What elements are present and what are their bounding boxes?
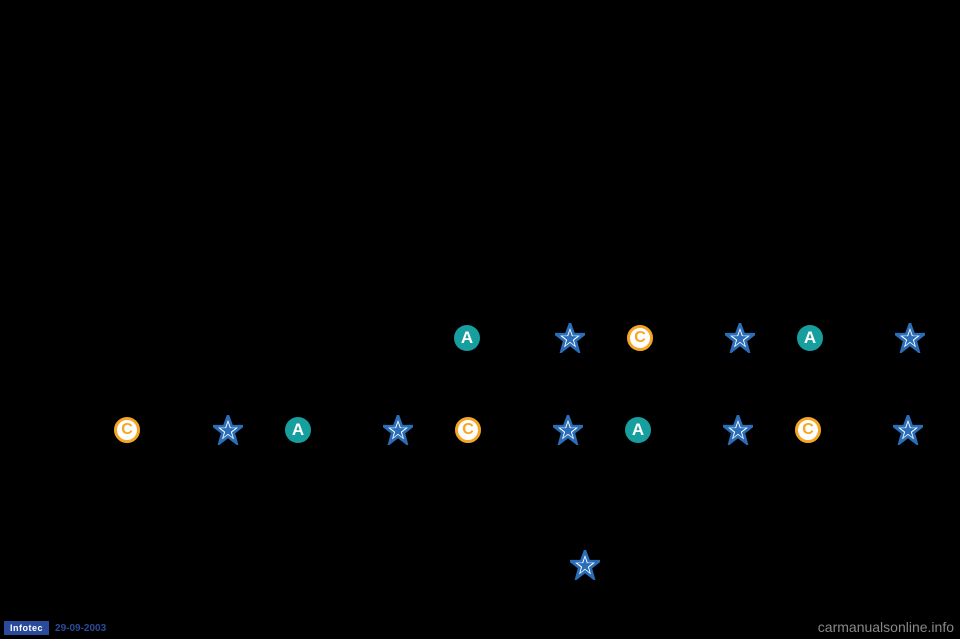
c-circle-icon: C (112, 415, 142, 445)
a-circle-icon: A (623, 415, 653, 445)
star-icon (383, 415, 413, 445)
a-label: A (797, 325, 823, 351)
c-label: C (795, 417, 821, 443)
star-icon (723, 415, 753, 445)
a-circle-icon: A (452, 323, 482, 353)
c-circle-icon: C (453, 415, 483, 445)
a-label: A (285, 417, 311, 443)
star-icon (553, 415, 583, 445)
star-icon (893, 415, 923, 445)
c-label: C (114, 417, 140, 443)
c-circle-icon: C (793, 415, 823, 445)
star-icon (725, 323, 755, 353)
a-circle-icon: A (283, 415, 313, 445)
c-label: C (455, 417, 481, 443)
star-icon (570, 550, 600, 580)
logo-box: Infotec (4, 621, 49, 635)
footer-logo: Infotec 29-09-2003 (4, 621, 106, 635)
watermark-text: carmanualsonline.info (818, 619, 954, 635)
a-label: A (454, 325, 480, 351)
star-icon (895, 323, 925, 353)
star-icon (213, 415, 243, 445)
star-icon (555, 323, 585, 353)
footer-date: 29-09-2003 (55, 623, 106, 634)
a-label: A (625, 417, 651, 443)
a-circle-icon: A (795, 323, 825, 353)
c-label: C (627, 325, 653, 351)
c-circle-icon: C (625, 323, 655, 353)
